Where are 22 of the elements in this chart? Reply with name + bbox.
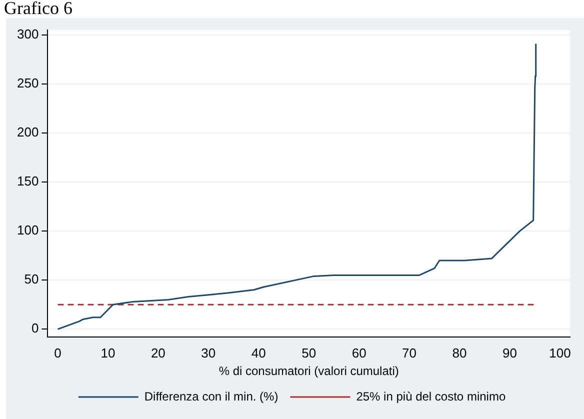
x-tick-label: 50 [302, 345, 316, 360]
legend-label: 25% in più del costo minimo [356, 389, 506, 404]
y-tick-label: 200 [16, 124, 39, 140]
y-tick-label: 50 [24, 272, 39, 287]
y-tick-label: 0 [31, 320, 39, 336]
x-axis-title: % di consumatori (valori cumulati) [218, 364, 399, 378]
y-tick-label: 100 [16, 222, 39, 238]
y-tick-label: 150 [16, 174, 39, 189]
x-tick-label: 20 [150, 345, 166, 360]
x-tick-label: 60 [352, 345, 366, 360]
x-tick-label: 40 [251, 345, 266, 360]
chart-title: Grafico 6 [4, 0, 72, 18]
x-tick-label: 100 [549, 345, 571, 360]
legend-label: Differenza con il min. (%) [144, 389, 278, 404]
y-tick-label: 300 [16, 26, 39, 42]
x-tick-label: 0 [54, 345, 62, 360]
x-tick-label: 80 [452, 345, 467, 360]
y-tick-label: 250 [16, 76, 39, 91]
x-tick-label: 70 [402, 345, 417, 360]
x-tick-label: 90 [502, 345, 517, 360]
x-tick-label: 10 [100, 345, 116, 360]
x-tick-label: 30 [201, 345, 216, 360]
